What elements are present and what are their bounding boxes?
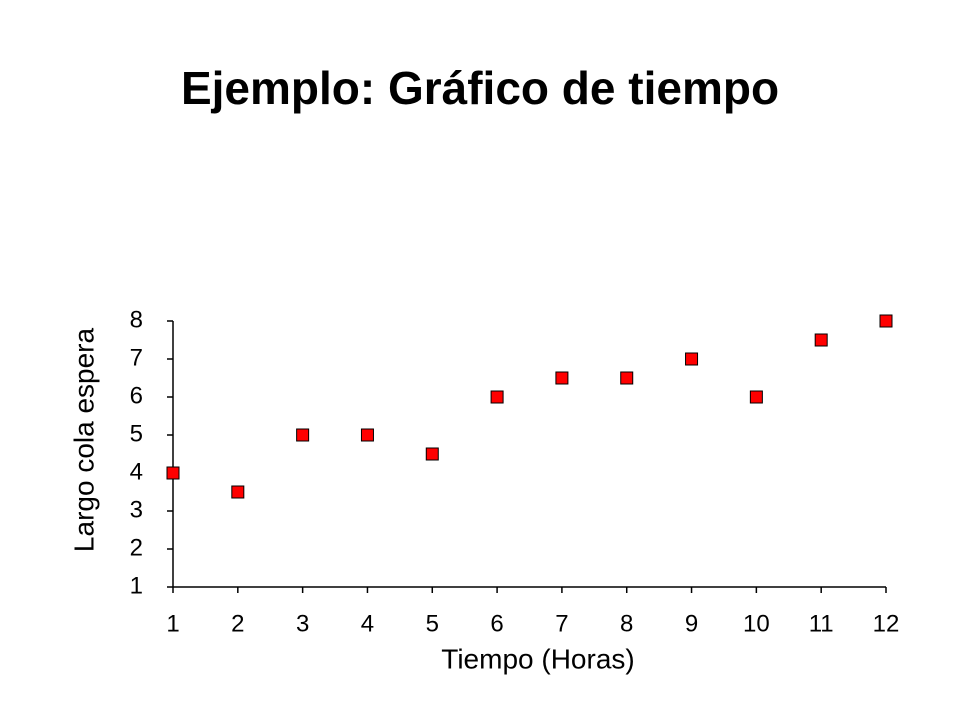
y-tick-label: 8 <box>130 306 143 333</box>
x-tick-label: 12 <box>873 610 900 637</box>
y-axis-label: Largo cola espera <box>68 328 99 553</box>
x-tick-label: 10 <box>743 610 770 637</box>
x-tick-label: 3 <box>296 610 309 637</box>
x-tick-label: 1 <box>166 610 179 637</box>
x-tick-label: 4 <box>361 610 374 637</box>
y-tick-label: 7 <box>130 344 143 371</box>
point <box>231 485 245 499</box>
y-tick-label: 5 <box>130 420 143 447</box>
point <box>879 314 893 328</box>
point <box>166 466 180 480</box>
point <box>296 428 310 442</box>
y-tick-label: 2 <box>130 534 143 561</box>
x-axis-label: Tiempo (Horas) <box>441 643 634 674</box>
point <box>749 390 763 404</box>
point <box>620 371 634 385</box>
y-tick-label: 3 <box>130 496 143 523</box>
y-tick-label: 1 <box>130 572 143 599</box>
point <box>685 352 699 366</box>
chart-title: Ejemplo: Gráfico de tiempo <box>181 62 779 114</box>
point <box>360 428 374 442</box>
x-tick-label: 7 <box>555 610 568 637</box>
point <box>814 333 828 347</box>
x-tick-label: 8 <box>620 610 633 637</box>
y-tick-label: 6 <box>130 382 143 409</box>
x-tick-label: 2 <box>231 610 244 637</box>
x-tick-label: 9 <box>685 610 698 637</box>
x-tick-label: 11 <box>809 610 834 637</box>
x-tick-label: 5 <box>426 610 439 637</box>
point <box>555 371 569 385</box>
y-tick-label: 4 <box>130 458 143 485</box>
point <box>490 390 504 404</box>
point <box>425 447 439 461</box>
x-tick-label: 6 <box>490 610 503 637</box>
